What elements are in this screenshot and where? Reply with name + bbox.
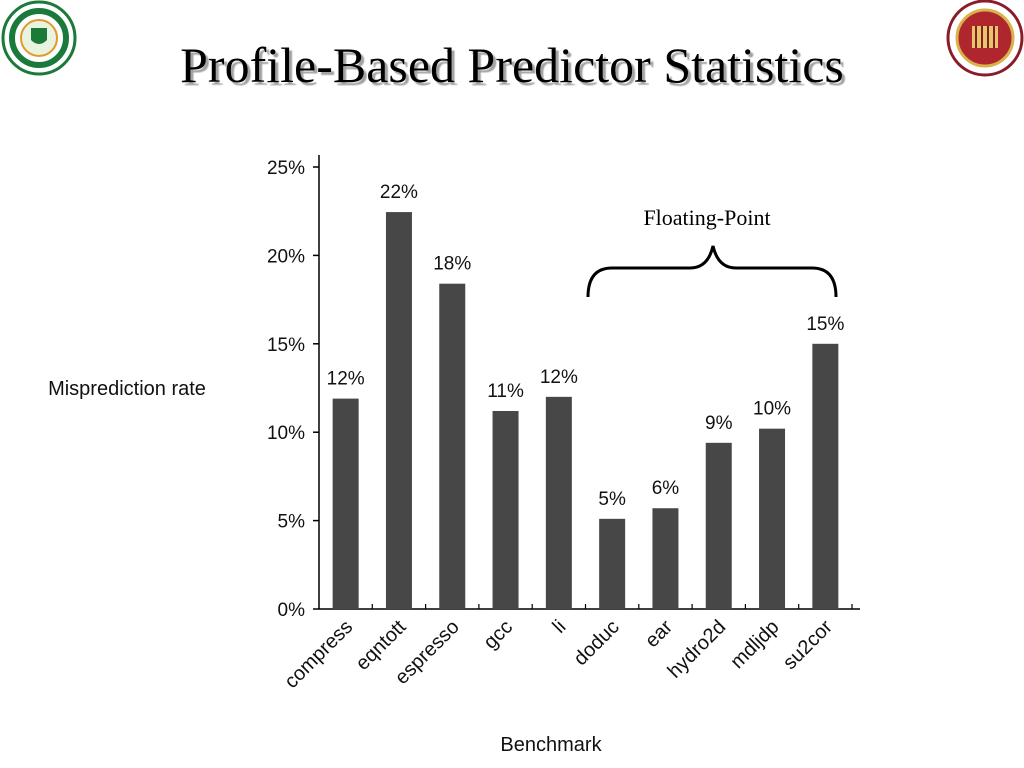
bar (545, 396, 572, 609)
x-axis-title: Benchmark (500, 734, 602, 756)
bar (599, 518, 626, 609)
bar (492, 410, 519, 609)
x-tick-label: ear (641, 616, 677, 652)
x-tick-label: gcc (480, 616, 518, 654)
x-tick-label: doduc (570, 616, 624, 670)
brace (586, 245, 838, 298)
value-label: 11% (487, 381, 524, 402)
y-tick-label: 0% (278, 600, 306, 621)
x-tick-label: su2cor (779, 616, 837, 674)
value-label: 5% (598, 489, 626, 510)
y-tick-label: 20% (267, 246, 305, 267)
x-tick-label: hydro2d (664, 616, 731, 683)
value-label: 12% (540, 367, 578, 388)
x-tick-label: mdljdp (726, 616, 783, 673)
y-tick-label: 10% (267, 423, 305, 444)
value-label: 6% (652, 478, 680, 499)
right-logo (946, 0, 1024, 77)
left-logo (1, 0, 77, 76)
bar (705, 442, 732, 609)
bar (812, 343, 839, 609)
annotation: Floating-Point (643, 205, 770, 230)
x-tick-label: compress (280, 616, 357, 693)
bar (439, 283, 466, 609)
y-tick-label: 25% (267, 158, 305, 179)
value-label: 9% (705, 413, 733, 434)
y-axis-title: Misprediction rate (48, 378, 206, 400)
bar (332, 398, 359, 609)
slide-title: Profile-Based Predictor Statistics (180, 37, 844, 93)
bar (759, 428, 786, 609)
y-tick-label: 5% (278, 512, 306, 533)
value-label: 15% (806, 314, 844, 335)
x-tick-label: li (549, 616, 571, 638)
value-label: 12% (327, 369, 365, 390)
value-label: 10% (753, 399, 791, 420)
bar (385, 212, 412, 610)
value-label: 18% (433, 254, 471, 275)
value-label: 22% (380, 182, 418, 203)
y-tick-label: 15% (267, 335, 305, 356)
bar (652, 508, 679, 609)
